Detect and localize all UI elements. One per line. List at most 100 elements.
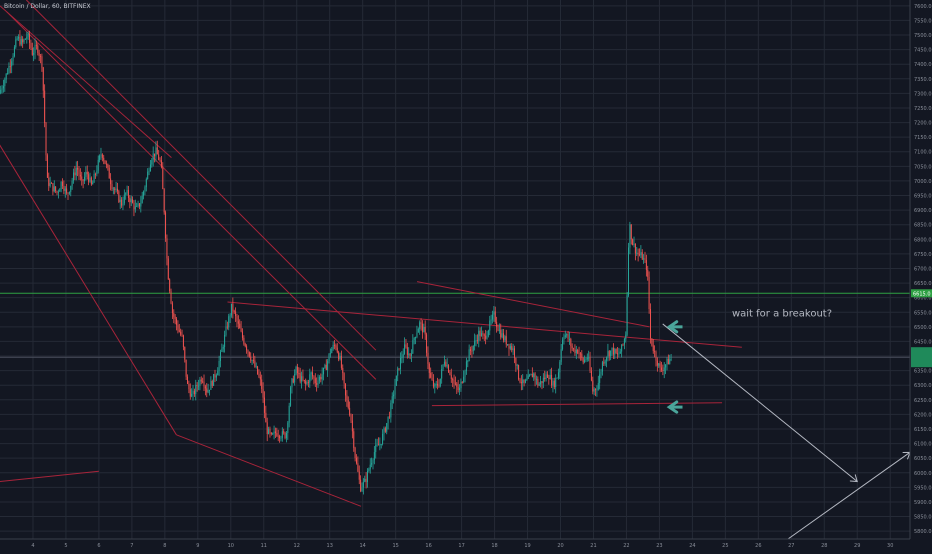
candle-body [474,340,476,346]
candle-body [134,206,136,210]
candle-body [636,252,638,254]
candle-body [129,197,131,203]
candle-body [193,390,195,395]
candle-body [557,372,559,378]
candle-body [666,358,668,365]
candle-body [563,337,565,340]
candle-body [573,348,575,350]
candle-body [191,393,193,397]
candle-body [607,351,609,358]
candle-body [209,389,211,391]
x-tick-label: 13 [327,543,333,549]
candle-body [486,335,488,339]
candle-body [618,353,620,355]
candle-body [446,365,448,367]
candle-body [507,344,509,345]
candle-body [652,345,654,352]
candle-body [266,422,268,434]
candle-body [651,338,653,346]
candle-body [74,172,76,176]
candle-body [541,381,543,384]
candle-body [143,191,145,196]
candle-body [346,395,348,401]
price-label-bg [911,289,932,298]
y-tick-label: 6450.0 [914,339,932,345]
candle-body [156,147,158,155]
candle-body [562,339,564,350]
candle-body [546,374,548,378]
candle-body [589,357,591,371]
current-price-marker [911,347,932,368]
candle-body [654,351,656,352]
candle-body [188,383,190,390]
trendline [0,5,172,158]
candle-body [88,174,90,182]
candle-body [269,428,271,433]
candle-body [151,160,153,165]
candle-body [226,326,228,328]
candle-body [424,327,426,335]
y-tick-label: 7550.0 [914,18,932,24]
candle-body [402,354,404,358]
candle-body [31,48,33,55]
candle-body [542,377,544,384]
y-tick-label: 5800.0 [914,529,932,535]
candle-body [1,88,3,90]
candle-body [393,394,395,397]
x-tick-label: 29 [854,543,860,549]
candle-body [342,367,344,374]
y-tick-label: 6200.0 [914,412,932,418]
candle-body [336,347,338,353]
candle-body [40,55,42,57]
candle-body [225,326,227,335]
candle-body [621,344,623,352]
candle-body [522,379,524,384]
candle-body [185,359,187,377]
candle-body [7,73,9,74]
candle-body [600,371,602,375]
candle-body [239,323,241,329]
candle-body [126,190,128,194]
trendline [416,281,650,328]
candle-body [397,368,399,376]
candle-body [247,350,249,352]
candle-body [497,326,499,331]
candle-body [571,346,573,349]
candle-body [353,431,355,448]
candle-body [132,199,134,203]
candle-body [340,355,342,368]
candle-body [104,160,106,164]
candle-body [343,373,345,384]
candle-body [461,381,463,383]
x-tick-label: 14 [359,543,365,549]
chart-title: Bitcoin / Dollar, 60, BITFINEX [4,3,91,10]
candle-body [490,319,492,321]
candle-body [294,373,296,383]
candle-body [441,369,443,379]
candle-body [443,361,445,365]
candle-body [251,360,253,361]
candle-body [615,349,617,354]
candle-body [103,157,105,161]
candle-body [81,176,83,180]
candle-body [192,390,194,394]
candle-body [549,374,551,379]
candle-body [399,357,401,370]
candle-body [665,364,667,368]
candle-body [552,380,554,386]
candle-body [307,382,309,383]
candle-body [295,366,297,374]
candle-body [110,178,112,185]
candle-body [301,376,303,382]
candle-body [22,39,24,43]
candle-body [534,373,536,380]
candle-body [551,374,553,386]
candle-body [417,328,419,333]
y-tick-label: 7250.0 [914,106,932,112]
candle-body [632,239,634,246]
candle-body [127,190,129,198]
candle-body [90,177,92,185]
candle-body [24,38,26,40]
candle-body [273,431,275,434]
